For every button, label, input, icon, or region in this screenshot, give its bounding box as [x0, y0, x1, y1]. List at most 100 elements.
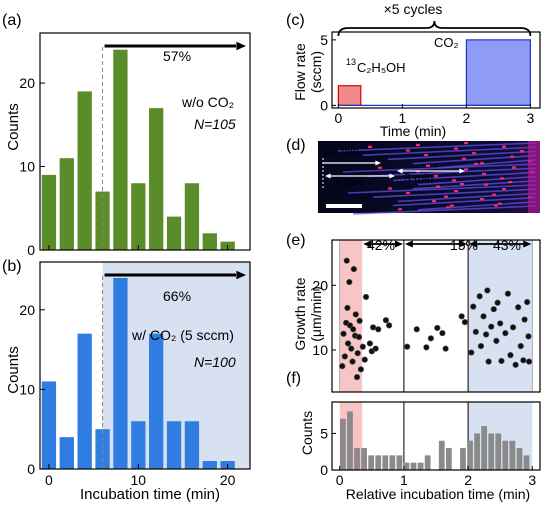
panel-c-ylabel: Flow rate: [292, 43, 308, 101]
panel-f-bar: [368, 455, 375, 470]
panel-a-frame: [39, 32, 251, 251]
panel-d-marker: [398, 208, 402, 211]
panel-e-data-point: [375, 326, 382, 333]
panel-d-marker: [498, 202, 502, 205]
panel-e-data-point: [509, 324, 517, 331]
panel-d-arrow-head: [375, 160, 381, 166]
panel-f-ytick-label: 0: [320, 462, 328, 478]
panel-d-edge-glow: [528, 141, 540, 213]
panel-e-data-point: [485, 358, 492, 365]
panel-a-arrow-head: [236, 41, 246, 51]
panel-d-marker: [482, 172, 486, 176]
panel-f-xtick-label: 2: [464, 472, 472, 488]
panel-label-e: (e): [286, 232, 306, 249]
panel-d-nanotube-streak: [412, 180, 537, 190]
panel-e-region-arrow-2-head: [459, 240, 468, 248]
panel-d-marker: [436, 185, 440, 188]
panel-e-ylabel: Growth rate: [292, 277, 308, 350]
panel-f-bar: [410, 462, 417, 470]
panel-b-xlabel: Incubation time (min): [80, 486, 220, 503]
panel-e-data-point: [339, 363, 346, 370]
panel-d-nanotube-streak: [412, 154, 537, 165]
panel-f-bar: [389, 455, 396, 470]
panel-e-data-point: [352, 311, 359, 318]
panel-c-ethanol-isotope: 13: [346, 57, 356, 67]
panel-b-xtick-label: 0: [45, 472, 53, 488]
panel-d-marker: [502, 145, 506, 148]
panel-a-bar: [77, 91, 92, 250]
panel-d-arrow-head: [459, 168, 465, 174]
panel-d-scale-bar: [326, 204, 362, 208]
panel-e-data-point: [458, 313, 465, 320]
panel-a-bar: [131, 183, 146, 250]
panel-e-region-arrow-2-head: [404, 240, 413, 248]
panel-e-region-label-3: 43%: [493, 237, 521, 253]
panel-e-data-point: [498, 357, 505, 365]
panel-d-nanotube-streak: [392, 196, 537, 207]
panel-d-marker: [454, 189, 458, 193]
panel-d-nanotube-streak: [387, 150, 537, 161]
panel-b-bar: [95, 429, 110, 469]
panel-d-marker: [416, 143, 420, 147]
panel-f-bar: [396, 455, 403, 470]
panel-e-data-point: [366, 340, 373, 347]
panel-f-bar: [417, 462, 424, 470]
panel-a-bar: [95, 191, 110, 250]
panel-c-cycle-brace: [337, 20, 532, 37]
panel-f-xtick-label: 3: [528, 472, 536, 488]
panel-a-ytick-label: 20: [19, 75, 35, 91]
panel-e-data-point: [434, 324, 441, 332]
panel-b-bar: [166, 421, 182, 469]
panel-d-label-right: 3 min: [404, 171, 433, 185]
panel-f-bar: [481, 426, 488, 470]
panel-e-ytick-label: 20: [312, 277, 328, 293]
panel-d-nanotube-streak: [392, 171, 537, 182]
panel-d-marker: [474, 162, 478, 165]
panel-f-bar: [361, 448, 367, 470]
panel-e-frame: [331, 239, 541, 393]
panel-e-data-point: [512, 361, 519, 368]
panel-e-region-arrow-3-head: [523, 240, 532, 248]
panel-e-shade-blue: [468, 240, 533, 392]
panel-b-ytick-label: 0: [27, 461, 35, 477]
panel-a-bar: [166, 216, 182, 250]
panel-e-ylabel-unit: (μm/min): [308, 286, 324, 342]
panel-f-bar: [382, 455, 389, 470]
panel-f-bar: [509, 440, 516, 470]
panel-b-ytick-label: 20: [19, 302, 35, 318]
panel-d-marker: [434, 174, 438, 177]
panel-d-marker: [508, 181, 512, 184]
panel-e-data-point: [423, 344, 430, 351]
panel-e-data-point: [525, 333, 532, 340]
panel-e-data-point: [372, 345, 379, 352]
panel-e-data-point: [357, 366, 364, 373]
panel-c-ytick-label: 5: [320, 32, 328, 48]
panel-e-data-point: [502, 330, 509, 337]
panel-d-nanotube-streak: [347, 184, 537, 194]
panel-b-ylabel: Counts: [5, 346, 22, 394]
panel-f-xtick-label: 1: [400, 472, 408, 488]
panel-e-data-point: [344, 340, 352, 347]
panel-label-a: (a): [2, 12, 22, 29]
panel-b-bar: [202, 461, 217, 469]
panel-c-xlabel: Time (min): [380, 123, 446, 139]
panel-d-arrow-head: [397, 168, 403, 174]
panel-e-data-point: [359, 343, 366, 350]
panel-f-bar: [445, 448, 452, 470]
panel-f-ylabel: Counts: [299, 411, 315, 455]
panel-b-legend-label: w/ CO₂ (5 sccm): [131, 327, 234, 343]
panel-a-bar: [202, 233, 217, 250]
panel-e-data-point: [355, 333, 363, 341]
panel-d-nanotube-streak: [352, 205, 537, 215]
panel-e-data-point: [515, 304, 522, 311]
panel-d-nanotube-streak: [337, 142, 537, 152]
panel-e-region-label-1: 42%: [367, 237, 395, 253]
panel-b-frame: [39, 261, 251, 470]
panel-d-marker: [444, 195, 448, 198]
panel-label-b: (b): [2, 258, 22, 275]
panel-e-data-point: [350, 266, 357, 273]
panel-label-f: (f): [286, 370, 301, 387]
panel-d-marker: [464, 168, 468, 171]
panel-e-data-point: [476, 293, 483, 300]
